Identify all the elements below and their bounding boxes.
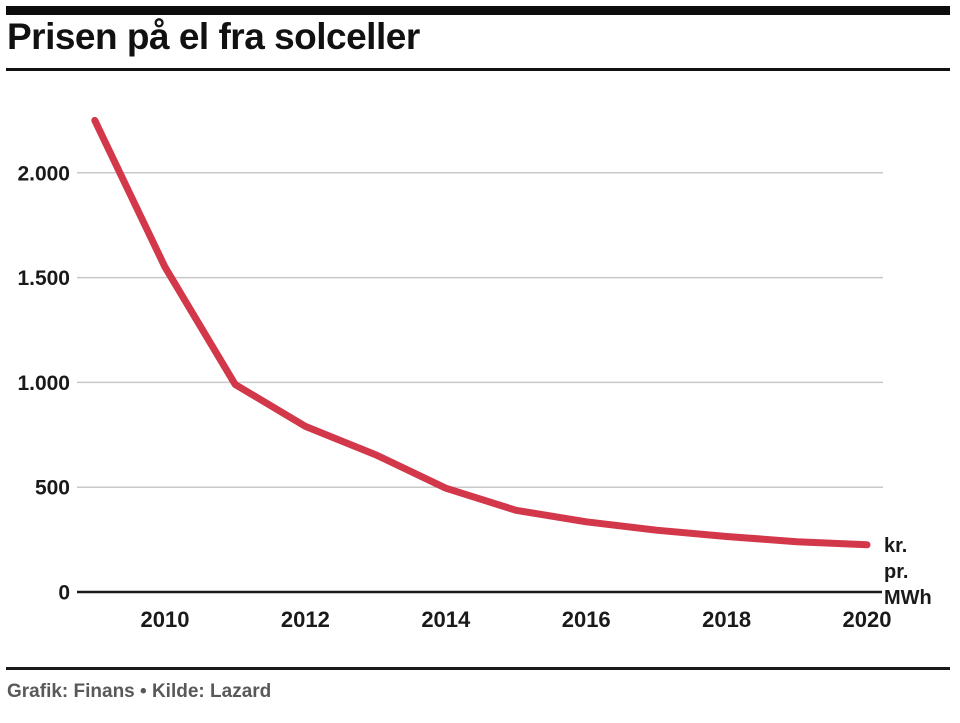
footer-divider	[6, 667, 950, 670]
unit-label-line-2: MWh	[884, 587, 932, 609]
price-line-series	[91, 116, 871, 549]
y-tick-label-1000: 1.000	[17, 372, 70, 395]
unit-label-line-0: kr.	[884, 535, 907, 557]
x-tick-label-2012: 2012	[281, 607, 330, 632]
x-tick-label-2010: 2010	[141, 607, 190, 632]
y-tick-label-500: 500	[35, 477, 70, 500]
x-tick-label-2014: 2014	[421, 607, 471, 632]
y-tick-label-2000: 2.000	[17, 162, 70, 185]
credit-line: Grafik: Finans • Kilde: Lazard	[7, 681, 272, 702]
x-tick-label-2018: 2018	[702, 607, 751, 632]
page-title: Prisen på el fra solceller	[7, 16, 420, 57]
y-tick-label-0: 0	[58, 582, 70, 605]
top-accent-bar	[6, 6, 950, 15]
title-divider	[6, 68, 950, 71]
unit-label-line-1: pr.	[884, 561, 908, 583]
y-tick-label-1500: 1.500	[17, 267, 70, 290]
x-tick-label-2020: 2020	[843, 607, 892, 632]
x-tick-label-2016: 2016	[562, 607, 611, 632]
